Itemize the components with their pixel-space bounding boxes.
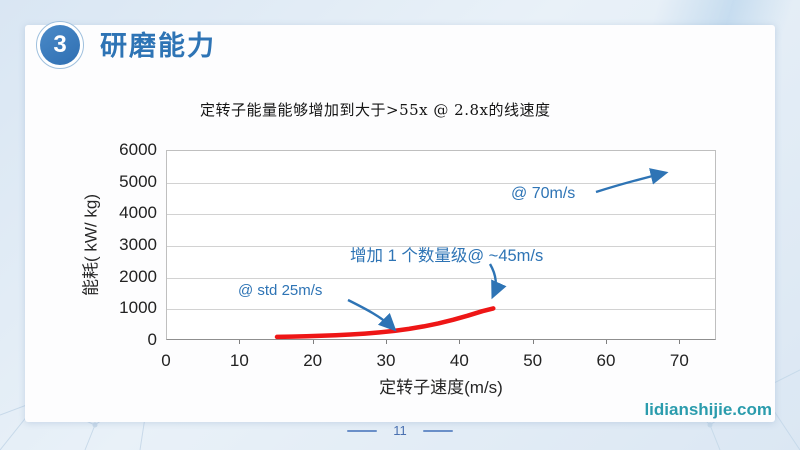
gridline <box>167 214 715 216</box>
energy-curve <box>274 306 496 340</box>
annotation-arrows <box>347 168 669 332</box>
annotation-order-of-magnitude-45ms: 增加 1 个数量级@ ~45m/s <box>350 247 544 265</box>
gridline <box>167 246 715 247</box>
x-tick-mark <box>532 340 534 344</box>
content-card: 定转子能量能够增加到大于>55x @ 2.8x的线速度 0 1000 2000 300… <box>25 25 775 422</box>
annotation-70ms: @ 70m/s <box>511 185 576 202</box>
x-tick-label: 30 <box>376 351 396 370</box>
y-tick-label: 5000 <box>119 171 157 191</box>
x-tick-label: 10 <box>229 351 249 370</box>
series-定转子能耗曲线 <box>274 306 496 340</box>
y-tick-label: 1000 <box>119 298 157 318</box>
energy-chart: 0 1000 2000 3000 4000 5000 6000 0 10 20 30 40 50 60 7… <box>82 140 716 397</box>
x-tick-mark <box>239 340 241 344</box>
gridline <box>167 182 715 184</box>
arrow-std-25ms <box>347 298 397 332</box>
y-tick-label: 3000 <box>119 235 157 254</box>
x-tick-label: 40 <box>449 351 469 370</box>
x-tick-mark <box>386 340 387 344</box>
gridline <box>167 277 715 279</box>
arrow-70ms <box>595 168 669 194</box>
x-tick-label: 70 <box>669 351 689 370</box>
x-tick-mark <box>312 340 314 344</box>
footer-line-right <box>422 429 453 432</box>
y-axis-title-text: 能耗( kW/ kg) <box>81 194 101 296</box>
page-title: 研磨能力 <box>100 31 216 61</box>
x-tick-label: 20 <box>303 351 323 370</box>
x-axis-title: 定转子速度(m/s) <box>379 378 503 397</box>
gridline <box>167 309 715 311</box>
section-number: 3 <box>40 25 80 65</box>
x-tick-mark <box>606 340 607 344</box>
section-number-badge: 3 <box>36 21 84 69</box>
y-tick-label: 2000 <box>119 266 157 286</box>
y-tick-label: 0 <box>147 330 157 349</box>
slide-subtitle: 定转子能量能够增加到大于>55x @ 2.8x的线速度 <box>200 101 551 119</box>
footer-line-left <box>347 429 378 432</box>
x-tick-label: 60 <box>596 351 616 370</box>
watermark: lidianshijie.com <box>644 400 772 419</box>
x-tick-mark <box>679 340 681 344</box>
annotation-std-25ms: @ std 25m/s <box>238 282 323 299</box>
page-number-footer: 11 <box>0 423 800 438</box>
page-number: 11 <box>393 423 407 438</box>
x-tick-label: 0 <box>161 351 171 370</box>
plot-area <box>166 150 716 340</box>
x-tick-label: 50 <box>523 351 543 370</box>
y-tick-label: 4000 <box>119 203 157 223</box>
x-tick-mark <box>459 340 461 344</box>
y-tick-label: 6000 <box>119 140 157 159</box>
arrow-45ms <box>488 263 507 300</box>
